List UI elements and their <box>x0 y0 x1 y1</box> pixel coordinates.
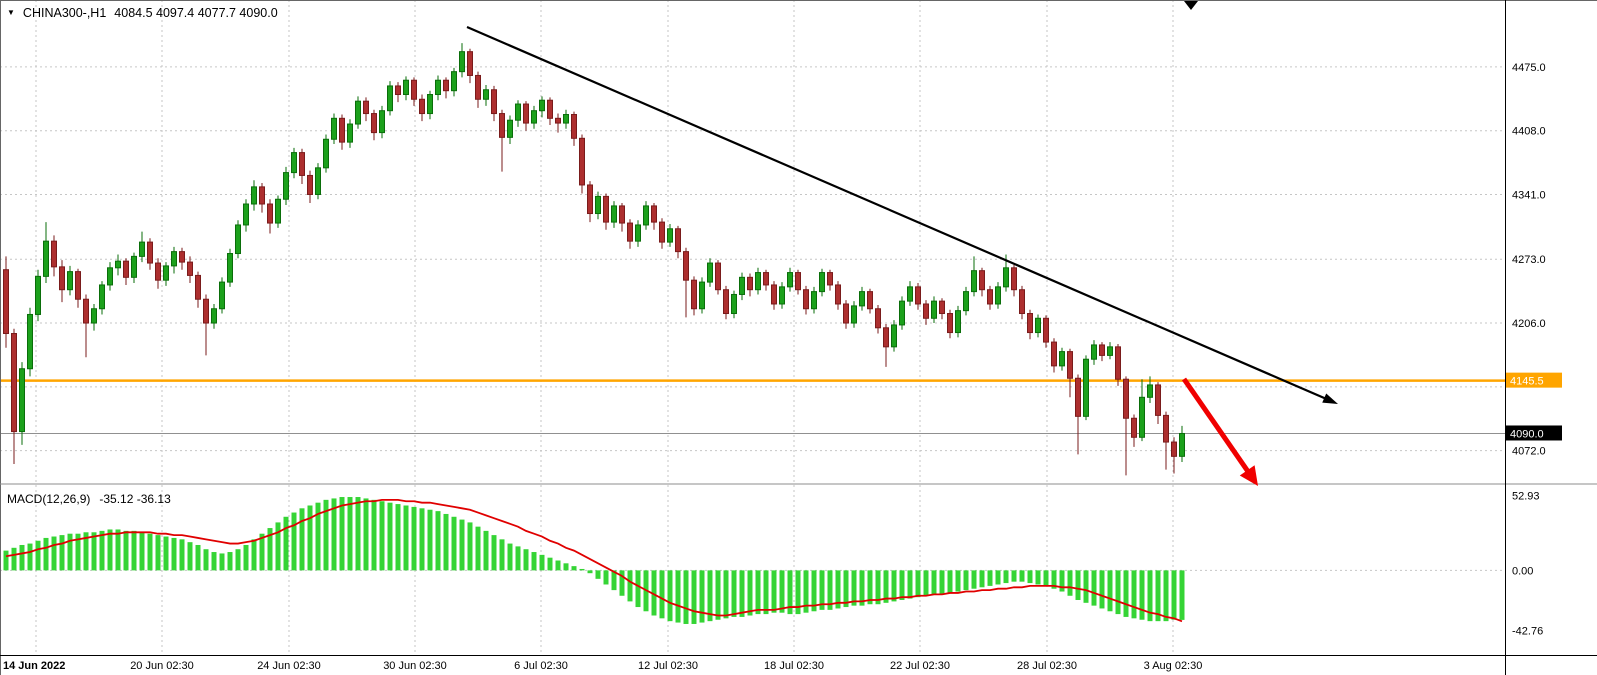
svg-text:4206.0: 4206.0 <box>1512 318 1546 330</box>
chart-shift-marker[interactable] <box>1184 1 1198 10</box>
macd-histogram <box>3 497 1185 624</box>
svg-text:4408.0: 4408.0 <box>1512 126 1546 138</box>
horizontal-lines[interactable] <box>0 379 1505 434</box>
svg-text:0.00: 0.00 <box>1512 565 1533 577</box>
price-axis[interactable]: 4475.0 4408.0 4341.0 4273.0 4206.0 4072.0 52.9… <box>1512 62 1546 638</box>
svg-text:14 Jun 2022: 14 Jun 2022 <box>3 660 65 672</box>
svg-text:24 Jun 02:30: 24 Jun 02:30 <box>257 660 321 672</box>
svg-text:4273.0: 4273.0 <box>1512 254 1546 266</box>
svg-text:52.93: 52.93 <box>1512 491 1540 503</box>
svg-text:6 Jul 02:30: 6 Jul 02:30 <box>514 660 568 672</box>
svg-text:20 Jun 02:30: 20 Jun 02:30 <box>130 660 194 672</box>
candles-layer <box>3 43 1185 476</box>
svg-text:12 Jul 02:30: 12 Jul 02:30 <box>638 660 698 672</box>
svg-text:4145.5: 4145.5 <box>1510 376 1544 388</box>
svg-text:30 Jun 02:30: 30 Jun 02:30 <box>383 660 447 672</box>
gridlines <box>0 0 1505 655</box>
svg-text:4475.0: 4475.0 <box>1512 62 1546 74</box>
svg-text:28 Jul 02:30: 28 Jul 02:30 <box>1017 660 1077 672</box>
svg-text:4072.0: 4072.0 <box>1512 446 1546 458</box>
svg-text:18 Jul 02:30: 18 Jul 02:30 <box>764 660 824 672</box>
price-tag-resistance: 4145.5 <box>1506 372 1562 388</box>
time-axis[interactable]: 14 Jun 2022 20 Jun 02:30 24 Jun 02:30 30 Ju… <box>3 660 1202 672</box>
svg-text:4341.0: 4341.0 <box>1512 189 1546 201</box>
red-down-arrow[interactable] <box>1181 377 1258 486</box>
macd-signal-line <box>5 498 1183 623</box>
svg-text:3 Aug 02:30: 3 Aug 02:30 <box>1144 660 1203 672</box>
price-tag-bid: 4090.0 <box>1506 425 1562 441</box>
svg-text:-42.76: -42.76 <box>1512 626 1543 638</box>
svg-text:22 Jul 02:30: 22 Jul 02:30 <box>890 660 950 672</box>
trendline-arrow[interactable] <box>466 25 1338 404</box>
svg-text:4090.0: 4090.0 <box>1510 428 1544 440</box>
